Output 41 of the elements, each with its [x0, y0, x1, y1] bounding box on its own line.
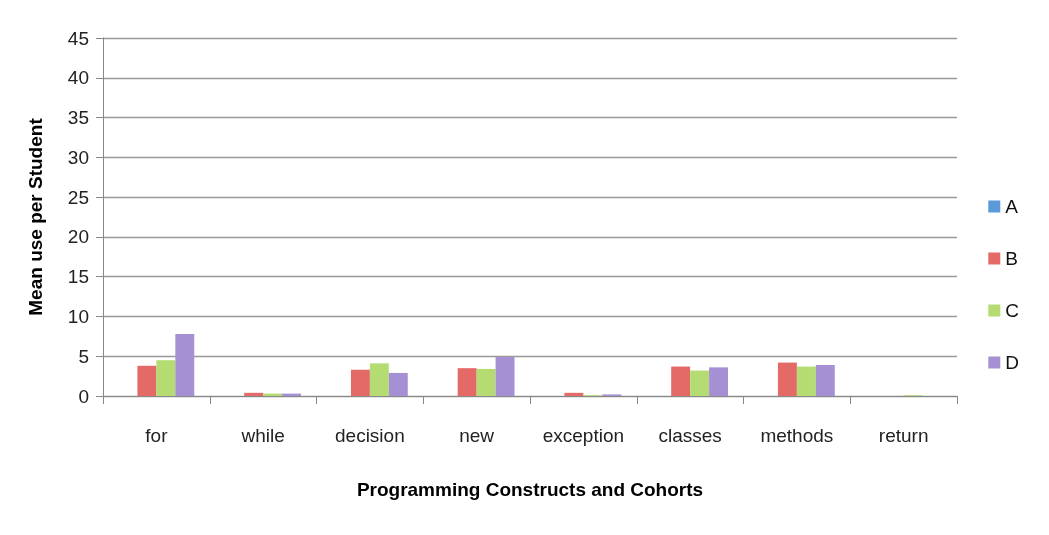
- legend-label: D: [1005, 352, 1020, 373]
- bar: [564, 392, 584, 396]
- y-tick-label: 15: [67, 266, 89, 288]
- y-axis-title: Mean use per Student: [25, 117, 46, 316]
- y-tick-label: 30: [67, 146, 89, 168]
- legend-label: B: [1005, 248, 1018, 269]
- y-tick-label: 0: [78, 385, 89, 407]
- y-tick-label: 35: [67, 107, 89, 129]
- x-tick-label: classes: [658, 425, 722, 446]
- x-tick-label: for: [145, 425, 169, 446]
- y-tick-label: 20: [67, 226, 89, 248]
- bar: [796, 366, 816, 396]
- bar: [137, 365, 157, 396]
- y-tick-label: 40: [67, 67, 89, 89]
- bar: [777, 362, 797, 396]
- y-tick-label: 45: [67, 27, 89, 49]
- x-tick-label: while: [240, 425, 285, 446]
- x-tick-label: methods: [760, 425, 834, 446]
- bar: [156, 360, 176, 396]
- bar: [388, 372, 408, 396]
- bar: [671, 366, 691, 396]
- bar: [350, 369, 370, 396]
- bar: [815, 364, 835, 396]
- x-tick-label: return: [878, 425, 929, 446]
- bar: [690, 370, 710, 396]
- y-tick-label: 25: [67, 186, 89, 208]
- x-tick-label: new: [459, 425, 495, 446]
- y-tick-label: 10: [67, 305, 89, 327]
- bar: [369, 363, 389, 396]
- y-tick-label: 5: [78, 345, 89, 367]
- bar: [244, 392, 264, 396]
- bar: [175, 333, 195, 396]
- x-tick-label: decision: [335, 425, 405, 446]
- legend-label: A: [1005, 196, 1019, 217]
- x-axis-title: Programming Constructs and Cohorts: [356, 479, 704, 500]
- bar: [457, 368, 477, 396]
- bar: [709, 367, 729, 396]
- bar: [495, 357, 515, 396]
- bar: [476, 368, 496, 396]
- legend-label: C: [1005, 300, 1020, 321]
- x-tick-label: exception: [542, 425, 625, 446]
